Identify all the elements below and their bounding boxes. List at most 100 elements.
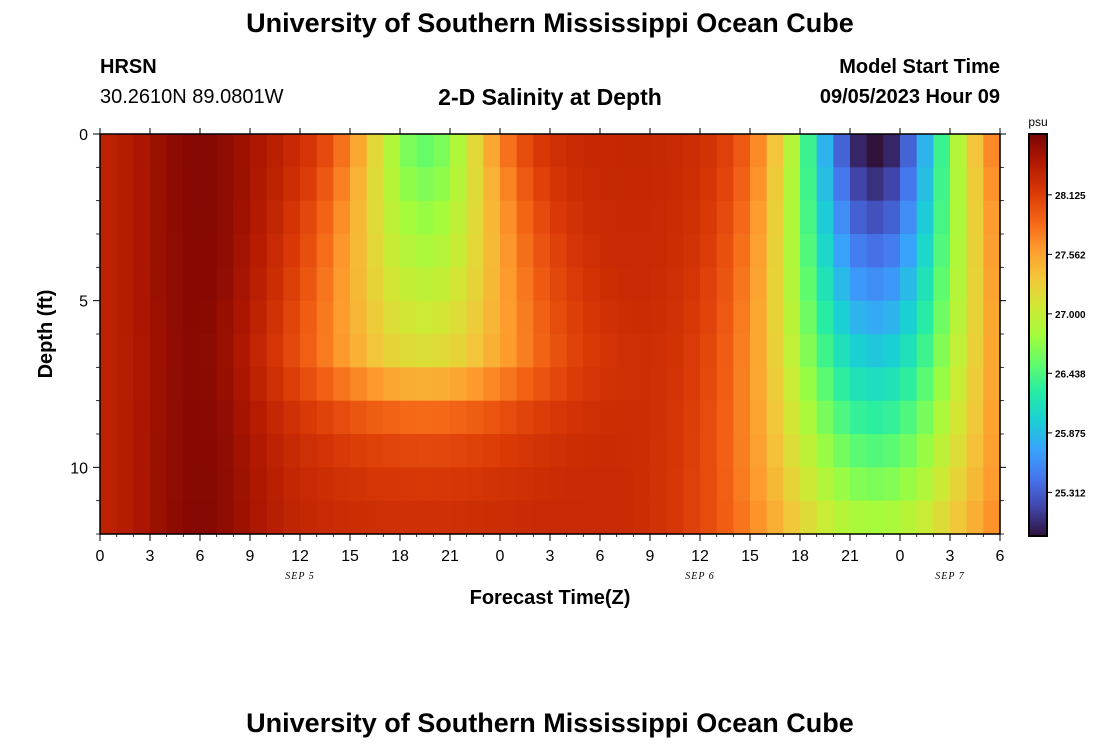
- heatmap-cell: [483, 134, 501, 168]
- heatmap-cell: [933, 267, 951, 302]
- heatmap-cell: [450, 400, 468, 435]
- heatmap-cell: [516, 267, 534, 302]
- heatmap-cell: [966, 200, 984, 235]
- heatmap-cell: [116, 200, 134, 235]
- heatmap-cell: [150, 434, 168, 468]
- heatmap-cell: [300, 400, 318, 435]
- heatmap-cell: [783, 167, 801, 202]
- heatmap-cell: [633, 300, 651, 335]
- heatmap-cell: [316, 334, 334, 368]
- heatmap-cell: [300, 200, 318, 235]
- heatmap-cell: [183, 234, 201, 268]
- heatmap-cell: [966, 134, 984, 168]
- heatmap-cell: [400, 500, 418, 535]
- heatmap-cell: [266, 300, 284, 335]
- heatmap-cell: [683, 467, 701, 502]
- heatmap-cell: [900, 234, 918, 268]
- heatmap-cell: [833, 267, 851, 302]
- heatmap-cell: [383, 300, 401, 335]
- heatmap-cell: [850, 367, 868, 402]
- heatmap-cell: [166, 234, 184, 268]
- heatmap-cell: [600, 400, 618, 435]
- heatmap-cell: [983, 200, 1001, 235]
- colorbar-tick-label: 28.125: [1055, 191, 1086, 202]
- heatmap-cell: [333, 467, 351, 502]
- heatmap-cell: [116, 134, 134, 168]
- heatmap-cell: [816, 134, 834, 168]
- heatmap-cell: [966, 300, 984, 335]
- heatmap-cell: [850, 234, 868, 268]
- heatmap-cell: [666, 334, 684, 368]
- heatmap-cell: [666, 200, 684, 235]
- heatmap-cell: [766, 267, 784, 302]
- heatmap-cell: [783, 334, 801, 368]
- heatmap-cell: [650, 234, 668, 268]
- heatmap-cell: [800, 334, 818, 368]
- heatmap-cell: [933, 200, 951, 235]
- heatmap-cell: [833, 234, 851, 268]
- heatmap-cell: [716, 200, 734, 235]
- heatmap-cell: [516, 500, 534, 535]
- heatmap-cell: [950, 167, 968, 202]
- heatmap-cell: [516, 134, 534, 168]
- heatmap-cell: [283, 334, 301, 368]
- y-tick-label: 0: [79, 127, 88, 144]
- heatmap-cell: [666, 267, 684, 302]
- heatmap-cell: [433, 300, 451, 335]
- heatmap-cell: [450, 234, 468, 268]
- heatmap-cell: [100, 167, 118, 202]
- heatmap-cell: [400, 300, 418, 335]
- heatmap-cell: [183, 300, 201, 335]
- heatmap-cell: [716, 467, 734, 502]
- heatmap-cell: [366, 467, 384, 502]
- heatmap-cell: [400, 234, 418, 268]
- heatmap-cell: [100, 500, 118, 535]
- heatmap-cell: [516, 234, 534, 268]
- heatmap-cell: [483, 300, 501, 335]
- heatmap-cell: [266, 434, 284, 468]
- heatmap-cell: [450, 134, 468, 168]
- heatmap-cell: [783, 367, 801, 402]
- heatmap-cell: [933, 467, 951, 502]
- heatmap-cell: [283, 134, 301, 168]
- x-axis-label: Forecast Time(Z): [470, 587, 631, 609]
- heatmap-cell: [283, 467, 301, 502]
- heatmap-cell: [583, 167, 601, 202]
- heatmap-cell: [766, 167, 784, 202]
- heatmap-cell: [900, 300, 918, 335]
- heatmap-cell: [766, 300, 784, 335]
- heatmap-cell: [100, 200, 118, 235]
- heatmap-cell: [750, 367, 768, 402]
- heatmap-cell: [716, 400, 734, 435]
- heatmap-cell: [633, 234, 651, 268]
- heatmap-cell: [700, 400, 718, 435]
- heatmap-cell: [933, 434, 951, 468]
- heatmap-cell: [950, 300, 968, 335]
- x-tick-label: 12: [291, 548, 309, 565]
- heatmap-cell: [116, 367, 134, 402]
- heatmap-cell: [533, 267, 551, 302]
- heatmap-cell: [466, 334, 484, 368]
- heatmap-cell: [933, 234, 951, 268]
- heatmap-cell: [533, 134, 551, 168]
- heatmap-cell: [800, 234, 818, 268]
- heatmap-cell: [416, 434, 434, 468]
- heatmap-cell: [233, 500, 251, 535]
- heatmap-cell: [566, 434, 584, 468]
- y-axis: 0 5 10: [70, 127, 1006, 535]
- heatmap-cell: [400, 400, 418, 435]
- heatmap-cell: [650, 467, 668, 502]
- heatmap-cell: [633, 267, 651, 302]
- heatmap-cell: [916, 434, 934, 468]
- heatmap-cell: [766, 200, 784, 235]
- x-tick-label: 21: [841, 548, 859, 565]
- x-tick-label: 3: [946, 548, 955, 565]
- heatmap-cell: [150, 200, 168, 235]
- heatmap-cell: [666, 400, 684, 435]
- heatmap-cell: [983, 334, 1001, 368]
- heatmap-cell: [250, 234, 268, 268]
- heatmap-cell: [133, 434, 151, 468]
- heatmap-cell: [316, 200, 334, 235]
- heatmap-cell: [383, 167, 401, 202]
- heatmap-cell: [383, 334, 401, 368]
